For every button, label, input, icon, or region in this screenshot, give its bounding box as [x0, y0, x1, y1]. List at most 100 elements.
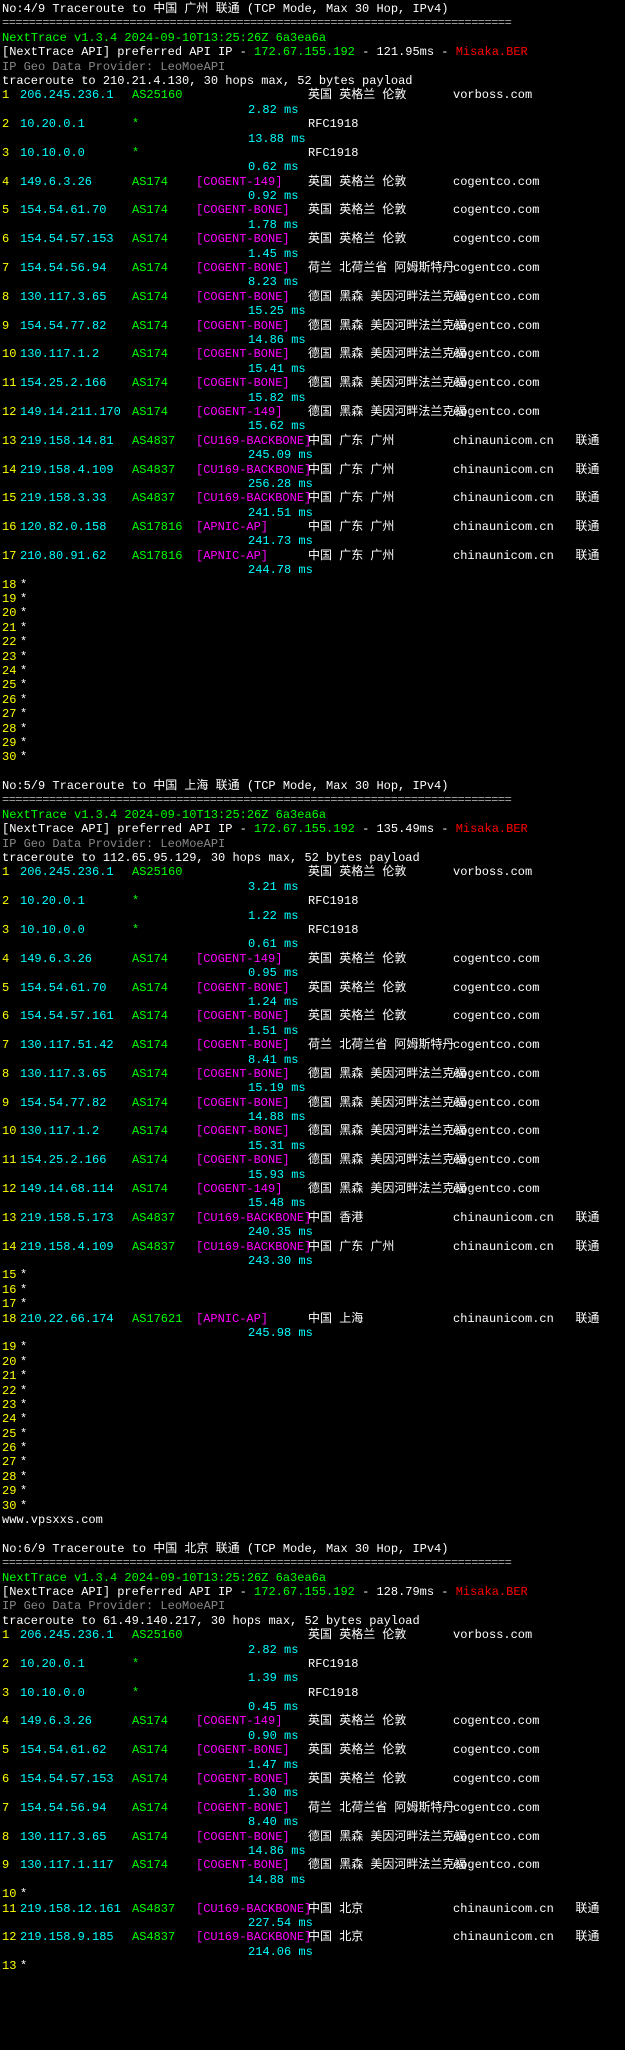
- hop-asn: AS25160: [132, 865, 196, 879]
- hop-domain: cogentco.com: [453, 1182, 539, 1196]
- hop-loc: 荷兰 北荷兰省 阿姆斯特丹: [308, 1038, 453, 1052]
- hop-row: 9154.54.77.82AS174[COGENT-BONE]德国 黑森 美因河…: [2, 319, 625, 333]
- hop-ms: 15.93 ms: [248, 1168, 308, 1182]
- hop-loc: RFC1918: [308, 894, 453, 908]
- hop-ms: 1.30 ms: [248, 1786, 308, 1800]
- hop-net: [APNIC-AP]: [196, 1312, 308, 1326]
- target-line: traceroute to 210.21.4.130, 30 hops max,…: [2, 74, 625, 88]
- hop-loc: 中国 香港: [308, 1211, 453, 1225]
- hop-num: 17: [2, 549, 20, 563]
- hop-ms-row: 1.47 ms: [2, 1758, 625, 1772]
- hop-row: 6154.54.57.153AS174[COGENT-BONE]英国 英格兰 伦…: [2, 232, 625, 246]
- hop-ip: 10.20.0.1: [20, 117, 132, 131]
- target-line: traceroute to 112.65.95.129, 30 hops max…: [2, 851, 625, 865]
- hop-ip: 154.54.61.62: [20, 1743, 132, 1757]
- hop-net: [COGENT-BONE]: [196, 1830, 308, 1844]
- hop-net: [COGENT-BONE]: [196, 1801, 308, 1815]
- hop-ms-row: 0.62 ms: [2, 160, 625, 174]
- hop-extra: 联通: [554, 1312, 600, 1326]
- hop-net: [COGENT-149]: [196, 1182, 308, 1196]
- hop-num: 9: [2, 1096, 20, 1110]
- hop-asn: AS174: [132, 1067, 196, 1081]
- hop-ms-row: 15.19 ms: [2, 1081, 625, 1095]
- hop-ip: 219.158.3.33: [20, 491, 132, 505]
- hop-num: 12: [2, 1930, 20, 1944]
- dead-hop: 19*: [2, 592, 625, 606]
- hop-domain: cogentco.com: [453, 1038, 539, 1052]
- hop-ms: 1.78 ms: [248, 218, 308, 232]
- hop-ip: 154.25.2.166: [20, 1153, 132, 1167]
- hop-ms-row: 241.51 ms: [2, 506, 625, 520]
- hop-row: 13219.158.14.81AS4837[CU169-BACKBONE]中国 …: [2, 434, 625, 448]
- hop-net: [APNIC-AP]: [196, 520, 308, 534]
- hop-ms-row: 240.35 ms: [2, 1225, 625, 1239]
- hop-loc: 英国 英格兰 伦敦: [308, 1772, 453, 1786]
- hop-net: [COGENT-149]: [196, 1714, 308, 1728]
- hop-loc: 中国 北京: [308, 1902, 453, 1916]
- hop-extra: 联通: [554, 1240, 600, 1254]
- hop-loc: RFC1918: [308, 1686, 453, 1700]
- dead-hop: 30*: [2, 1499, 625, 1513]
- dead-hop: 28*: [2, 1470, 625, 1484]
- hop-ms-row: 0.45 ms: [2, 1700, 625, 1714]
- hop-ms-row: 1.78 ms: [2, 218, 625, 232]
- hop-ip: 10.10.0.0: [20, 146, 132, 160]
- hop-ms-row: 244.78 ms: [2, 563, 625, 577]
- hop-num: 11: [2, 376, 20, 390]
- hop-num: 6: [2, 1772, 20, 1786]
- hop-loc: 英国 英格兰 伦敦: [308, 175, 453, 189]
- hop-num: 7: [2, 261, 20, 275]
- hop-loc: 德国 黑森 美因河畔法兰克福: [308, 1182, 453, 1196]
- hop-asn: AS25160: [132, 88, 196, 102]
- hop-asn: AS174: [132, 1096, 196, 1110]
- hop-ip: 154.25.2.166: [20, 376, 132, 390]
- hop-ms: 1.51 ms: [248, 1024, 308, 1038]
- hop-domain: cogentco.com: [453, 290, 539, 304]
- dead-hop: 24*: [2, 664, 625, 678]
- hop-domain: chinaunicom.cn: [453, 1240, 554, 1254]
- hop-domain: cogentco.com: [453, 1124, 539, 1138]
- nexttrace-version: NextTrace v1.3.4 2024-09-10T13:25:26Z 6a…: [2, 1571, 625, 1585]
- hop-num: 3: [2, 923, 20, 937]
- hop-ip: 154.54.77.82: [20, 319, 132, 333]
- hop-ip: 154.54.56.94: [20, 261, 132, 275]
- hop-domain: cogentco.com: [453, 1009, 539, 1023]
- hop-ip: 154.54.57.153: [20, 232, 132, 246]
- hop-domain: chinaunicom.cn: [453, 549, 554, 563]
- hop-ms: 0.45 ms: [248, 1700, 308, 1714]
- hop-num: 11: [2, 1902, 20, 1916]
- trace-header: No:6/9 Traceroute to 中国 北京 联通 (TCP Mode,…: [2, 1542, 625, 1556]
- dead-hop: 16*: [2, 1283, 625, 1297]
- hop-row: 13219.158.5.173AS4837[CU169-BACKBONE]中国 …: [2, 1211, 625, 1225]
- hop-loc: 德国 黑森 美因河畔法兰克福: [308, 1858, 453, 1872]
- hop-domain: chinaunicom.cn: [453, 491, 554, 505]
- hop-num: 12: [2, 405, 20, 419]
- hop-ms: 1.39 ms: [248, 1671, 308, 1685]
- hop-loc: 中国 广东 广州: [308, 1240, 453, 1254]
- hop-loc: RFC1918: [308, 117, 453, 131]
- hop-net: [COGENT-BONE]: [196, 1743, 308, 1757]
- hop-asn: AS17816: [132, 520, 196, 534]
- api-line: [NextTrace API] preferred API IP - 172.6…: [2, 45, 625, 59]
- hop-num: 5: [2, 203, 20, 217]
- hop-row: 7154.54.56.94AS174[COGENT-BONE]荷兰 北荷兰省 阿…: [2, 1801, 625, 1815]
- hop-net: [COGENT-BONE]: [196, 1153, 308, 1167]
- hop-asn: AS4837: [132, 1211, 196, 1225]
- hop-ms: 13.88 ms: [248, 132, 308, 146]
- hop-row: 4149.6.3.26AS174[COGENT-149]英国 英格兰 伦敦cog…: [2, 952, 625, 966]
- hop-num: 1: [2, 1628, 20, 1642]
- hop-ms-row: 0.61 ms: [2, 937, 625, 951]
- hop-row: 12149.14.68.114AS174[COGENT-149]德国 黑森 美因…: [2, 1182, 625, 1196]
- dead-hop: 30*: [2, 750, 625, 764]
- hop-ms: 244.78 ms: [248, 563, 308, 577]
- hop-ms: 0.95 ms: [248, 966, 308, 980]
- hop-ms: 0.61 ms: [248, 937, 308, 951]
- dead-hop: 19*: [2, 1340, 625, 1354]
- hop-asn: AS174: [132, 952, 196, 966]
- dead-hop: 15*: [2, 1268, 625, 1282]
- hop-ms: 1.24 ms: [248, 995, 308, 1009]
- hop-ms-row: 1.24 ms: [2, 995, 625, 1009]
- hop-num: 9: [2, 319, 20, 333]
- hop-num: 2: [2, 117, 20, 131]
- hop-domain: chinaunicom.cn: [453, 520, 554, 534]
